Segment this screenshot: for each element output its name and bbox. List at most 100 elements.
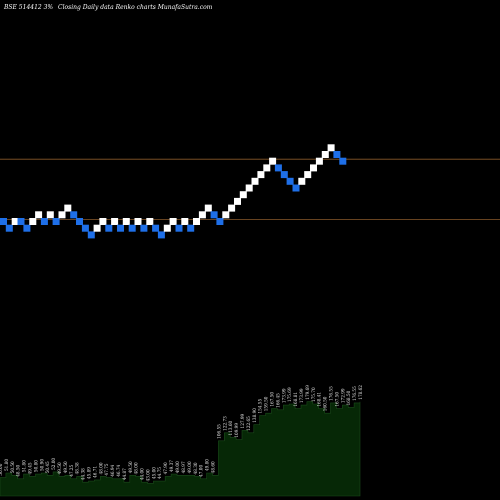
volume-label-51: 173.99 bbox=[299, 388, 304, 403]
down-brick-37 bbox=[216, 218, 224, 225]
down-brick-30 bbox=[175, 224, 183, 232]
volume-label-52: 179.69 bbox=[305, 385, 310, 400]
volume-label-59: 168.50 bbox=[346, 390, 351, 405]
volume-label-20: 46.74 bbox=[116, 464, 121, 476]
up-brick-10 bbox=[58, 211, 66, 219]
up-brick-33 bbox=[193, 218, 200, 225]
down-brick-20 bbox=[117, 224, 124, 232]
volume-label-11: 49.50 bbox=[63, 461, 68, 473]
volume-labels: 50.00 51.80 50.50 48.50 51.80 49.45 50.80 50.90… bbox=[0, 385, 363, 482]
volume-label-22: 49.50 bbox=[128, 461, 133, 473]
volume-label-36: 48.60 bbox=[211, 461, 216, 473]
down-brick-32 bbox=[187, 224, 195, 232]
volume-label-46: 167.50 bbox=[270, 392, 275, 407]
up-brick-44 bbox=[257, 171, 265, 179]
volume-label-61: 178.62 bbox=[358, 385, 363, 400]
volume-label-53: 175.70 bbox=[311, 387, 316, 402]
up-brick-39 bbox=[228, 204, 236, 212]
volume-label-40: 109.99 bbox=[234, 423, 239, 438]
volume-label-5: 49.45 bbox=[28, 462, 33, 474]
volume-label-1: 51.80 bbox=[4, 459, 9, 471]
down-brick-7 bbox=[40, 218, 48, 225]
volume-label-60: 176.55 bbox=[352, 386, 357, 401]
down-brick-48 bbox=[280, 171, 288, 179]
volume-label-33: 48.30 bbox=[193, 462, 198, 474]
volume-label-39: 113.60 bbox=[228, 420, 233, 435]
up-brick-17 bbox=[99, 218, 107, 225]
volume-series bbox=[0, 401, 361, 497]
chart-source: Closing Daily data Renko charts MunafaSu… bbox=[58, 4, 213, 11]
up-brick-25 bbox=[146, 218, 154, 225]
down-brick-49 bbox=[286, 177, 294, 185]
volume-label-10: 49.50 bbox=[57, 462, 62, 474]
up-brick-46 bbox=[269, 157, 277, 165]
volume-label-6: 50.80 bbox=[33, 460, 38, 472]
volume-label-41: 127.99 bbox=[240, 413, 245, 428]
volume-label-13: 48.38 bbox=[75, 462, 80, 474]
down-brick-57 bbox=[333, 151, 341, 158]
volume-label-26: 45.00 bbox=[151, 467, 156, 479]
up-brick-5 bbox=[29, 218, 37, 225]
up-brick-42 bbox=[245, 184, 253, 192]
volume-label-37: 106.55 bbox=[216, 424, 221, 439]
down-brick-12 bbox=[70, 211, 78, 219]
volume-label-34: 47.00 bbox=[199, 465, 204, 477]
volume-label-25: 43.00 bbox=[145, 469, 150, 481]
down-brick-9 bbox=[52, 218, 60, 225]
volume-label-47: 166.45 bbox=[275, 393, 280, 408]
up-brick-21 bbox=[122, 218, 130, 225]
renko-bricks bbox=[0, 144, 347, 239]
volume-label-0: 50.00 bbox=[0, 463, 3, 475]
down-brick-14 bbox=[81, 224, 89, 232]
up-brick-40 bbox=[234, 197, 241, 205]
volume-label-57: 167.50 bbox=[334, 392, 339, 407]
up-brick-6 bbox=[35, 211, 43, 219]
volume-label-8: 50.45 bbox=[45, 461, 50, 473]
volume-label-28: 47.90 bbox=[163, 462, 168, 474]
down-brick-15 bbox=[87, 231, 95, 239]
volume-label-29: 49.37 bbox=[169, 460, 174, 472]
volume-label-21: 44.87 bbox=[122, 468, 127, 480]
volume-label-45: 159.50 bbox=[264, 396, 269, 411]
down-brick-22 bbox=[128, 224, 136, 232]
volume-label-56: 176.55 bbox=[328, 386, 333, 401]
up-brick-8 bbox=[46, 211, 54, 219]
volume-label-2: 50.50 bbox=[10, 461, 15, 473]
volume-label-23: 48.00 bbox=[134, 462, 139, 474]
volume-label-18: 47.75 bbox=[104, 463, 109, 475]
down-brick-0 bbox=[0, 218, 7, 225]
up-brick-55 bbox=[321, 151, 329, 158]
chart-title: BSE 514412 3% bbox=[3, 4, 53, 11]
volume-label-35: 49.80 bbox=[205, 459, 210, 471]
up-brick-54 bbox=[315, 157, 323, 165]
up-brick-31 bbox=[181, 218, 189, 225]
volume-label-30: 49.00 bbox=[175, 461, 180, 473]
up-brick-11 bbox=[64, 204, 72, 212]
up-brick-16 bbox=[93, 224, 101, 232]
volume-label-32: 49.00 bbox=[187, 461, 192, 473]
volume-label-48: 173.99 bbox=[281, 388, 286, 403]
volume-label-16: 46.71 bbox=[92, 466, 97, 478]
up-brick-29 bbox=[169, 218, 177, 225]
volume-label-49: 175.69 bbox=[287, 387, 292, 402]
volume-label-7: 50.90 bbox=[39, 459, 44, 471]
volume-label-19: 46.94 bbox=[110, 464, 115, 476]
volume-label-27: 44.75 bbox=[157, 467, 162, 479]
up-brick-41 bbox=[239, 191, 247, 199]
down-brick-47 bbox=[274, 164, 282, 172]
down-brick-3 bbox=[17, 218, 25, 225]
down-brick-18 bbox=[105, 224, 113, 232]
down-brick-24 bbox=[140, 224, 148, 232]
volume-label-58: 172.99 bbox=[340, 388, 345, 403]
up-brick-43 bbox=[251, 177, 259, 185]
down-brick-26 bbox=[152, 224, 160, 232]
volume-label-38: 122.73 bbox=[222, 416, 227, 431]
down-brick-27 bbox=[157, 231, 165, 239]
volume-label-43: 138.90 bbox=[252, 408, 257, 423]
up-brick-35 bbox=[204, 204, 212, 212]
up-brick-52 bbox=[304, 171, 312, 179]
down-brick-50 bbox=[292, 184, 300, 192]
down-brick-36 bbox=[210, 211, 218, 219]
volume-label-12: 47.25 bbox=[69, 464, 74, 476]
